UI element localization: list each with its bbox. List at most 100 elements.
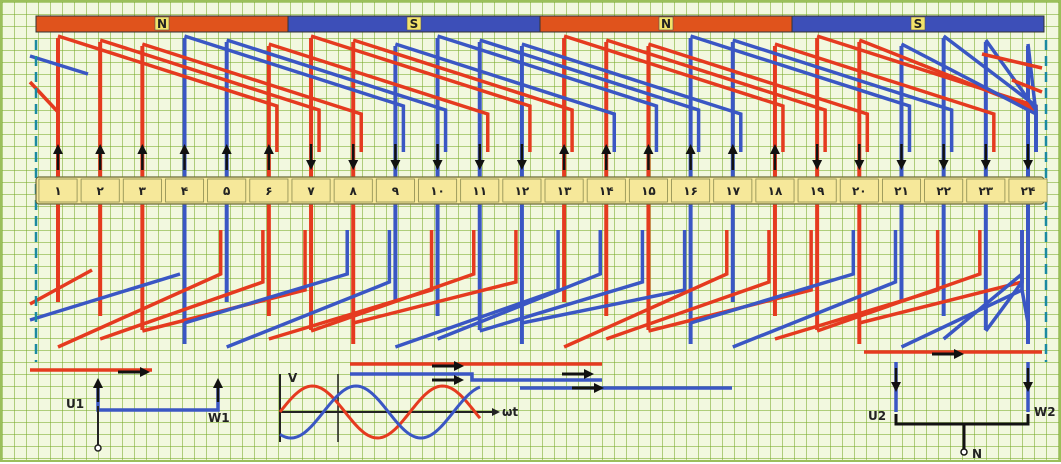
bottom-end-connection <box>141 230 307 333</box>
slot-cell <box>418 178 458 203</box>
bottom-end-connection <box>774 230 940 341</box>
bottom-end-connection <box>521 230 687 325</box>
slot-cell <box>249 178 289 203</box>
bottom-end-connection <box>184 230 349 325</box>
slot-cell <box>755 178 795 203</box>
arrow-head-right <box>454 361 464 371</box>
slot-cell <box>291 178 331 203</box>
terminal-dot <box>94 444 102 452</box>
slot-number: ۱۱ <box>472 184 487 198</box>
slot-strip: ۱ ۲ ۳ ۴ ۵ ۶ ۷ ۸ ۹ ۱۰ ۱۱ ۱۲ ۱۳ ۱۴ ۱۵ ۱۶ ۱۷ ۱۸ ۱۹ ۲۰ ۲۱ ۲۲ ۲۳ ۲۴ <box>35 176 1048 205</box>
arrow-head-down <box>1023 382 1033 392</box>
arrow-head-up <box>559 144 570 154</box>
arrow-head-right <box>584 369 594 379</box>
star-point-label: N <box>972 447 982 461</box>
phase-waveform: V ωt <box>278 371 518 442</box>
top-end-connection <box>1026 43 1038 152</box>
top-end-connection <box>352 38 574 152</box>
bottom-end-connection <box>394 230 560 349</box>
slot-cell <box>165 178 205 203</box>
slot-cell <box>713 178 753 203</box>
slot-cell <box>38 178 78 203</box>
return-line <box>350 372 602 382</box>
waveform-axis-arrow <box>492 408 500 416</box>
bottom-end-connection <box>1020 230 1030 324</box>
bottom-end-connection <box>226 230 392 349</box>
bottom-end-connection <box>310 230 476 333</box>
slot-cell <box>375 178 415 203</box>
slot-cell <box>839 178 879 203</box>
top-end-connection <box>732 38 954 152</box>
arrow-head-down <box>390 160 401 170</box>
top-end-connection <box>563 34 785 152</box>
waveform-x-label: ωt <box>502 405 518 419</box>
star-connection <box>894 414 1030 426</box>
slot-number: ۵ <box>223 184 230 198</box>
top-end-connection <box>183 34 406 152</box>
bottom-end-connection <box>690 230 856 325</box>
arrow-head-up <box>179 144 190 154</box>
arrow-head-up <box>221 144 232 154</box>
arrow-head-down <box>306 160 317 170</box>
terminal-w1-label: W1 <box>208 411 230 425</box>
slot-number: ۱۵ <box>641 184 656 198</box>
slot-cell <box>207 178 247 203</box>
top-end-connection <box>942 34 1038 152</box>
bottom-end-connection <box>479 230 645 333</box>
terminal-u2-label: U2 <box>868 409 886 423</box>
slot-number: ۱۰ <box>430 184 445 198</box>
current-arrows <box>53 144 1033 402</box>
phase-wave <box>279 384 481 440</box>
arrow-head-up <box>95 144 106 154</box>
bottom-end-connection <box>816 230 982 333</box>
slot-number: ۲۲ <box>936 184 951 198</box>
arrow-head-down <box>891 382 901 392</box>
arrow-head-down <box>812 160 823 170</box>
top-end-connection <box>394 42 617 152</box>
slot-number: ۱۴ <box>599 184 614 198</box>
bottom-end-connection <box>436 230 603 341</box>
left-stub <box>29 268 93 306</box>
slot-cell <box>586 178 626 203</box>
slot-number: ۸ <box>350 184 358 198</box>
slot-number: ۲۰ <box>852 184 867 198</box>
terminal-w2-label: W2 <box>1034 405 1056 419</box>
arrow-head-right <box>140 367 150 377</box>
pole-label-box <box>658 16 674 31</box>
slot-cell <box>544 178 584 203</box>
left-stub <box>29 272 181 322</box>
slot-number: ۷ <box>307 184 315 198</box>
arrow-head-down <box>516 160 527 170</box>
bottom-end-connection <box>268 230 434 341</box>
bottom-end-connection <box>648 230 813 333</box>
phase-wave <box>278 384 482 440</box>
slot-cell <box>966 178 1006 203</box>
arrow-head-up <box>769 144 780 154</box>
arrow-head-down <box>474 160 485 170</box>
arrow-head-up <box>727 144 738 154</box>
top-end-connection <box>437 34 659 152</box>
arrow-head-up <box>263 144 274 154</box>
slot-number: ۶ <box>265 184 272 198</box>
slot-cell <box>797 178 837 203</box>
top-end-connection <box>226 38 448 152</box>
slot-number: ۱۷ <box>725 184 740 198</box>
bottom-end-connection <box>57 230 223 349</box>
bottom-end-connection <box>605 230 771 341</box>
arrow-head-down <box>348 160 359 170</box>
slot-cell <box>460 178 500 203</box>
arrow-head-down <box>854 160 865 170</box>
arrow-head-up <box>137 144 148 154</box>
top-end-connection <box>690 34 912 152</box>
arrow-head-right <box>954 349 964 359</box>
arrow-head-up <box>93 378 103 388</box>
bottom-end-connection <box>732 230 898 349</box>
terminal-u1-label: U1 <box>66 397 84 411</box>
slot-cell <box>80 178 120 203</box>
slot-cell <box>924 178 964 203</box>
pole-label-box <box>406 16 422 31</box>
waveform-y-label: V <box>288 371 298 385</box>
slot-cell <box>628 178 668 203</box>
slot-number: ۳ <box>139 184 147 198</box>
